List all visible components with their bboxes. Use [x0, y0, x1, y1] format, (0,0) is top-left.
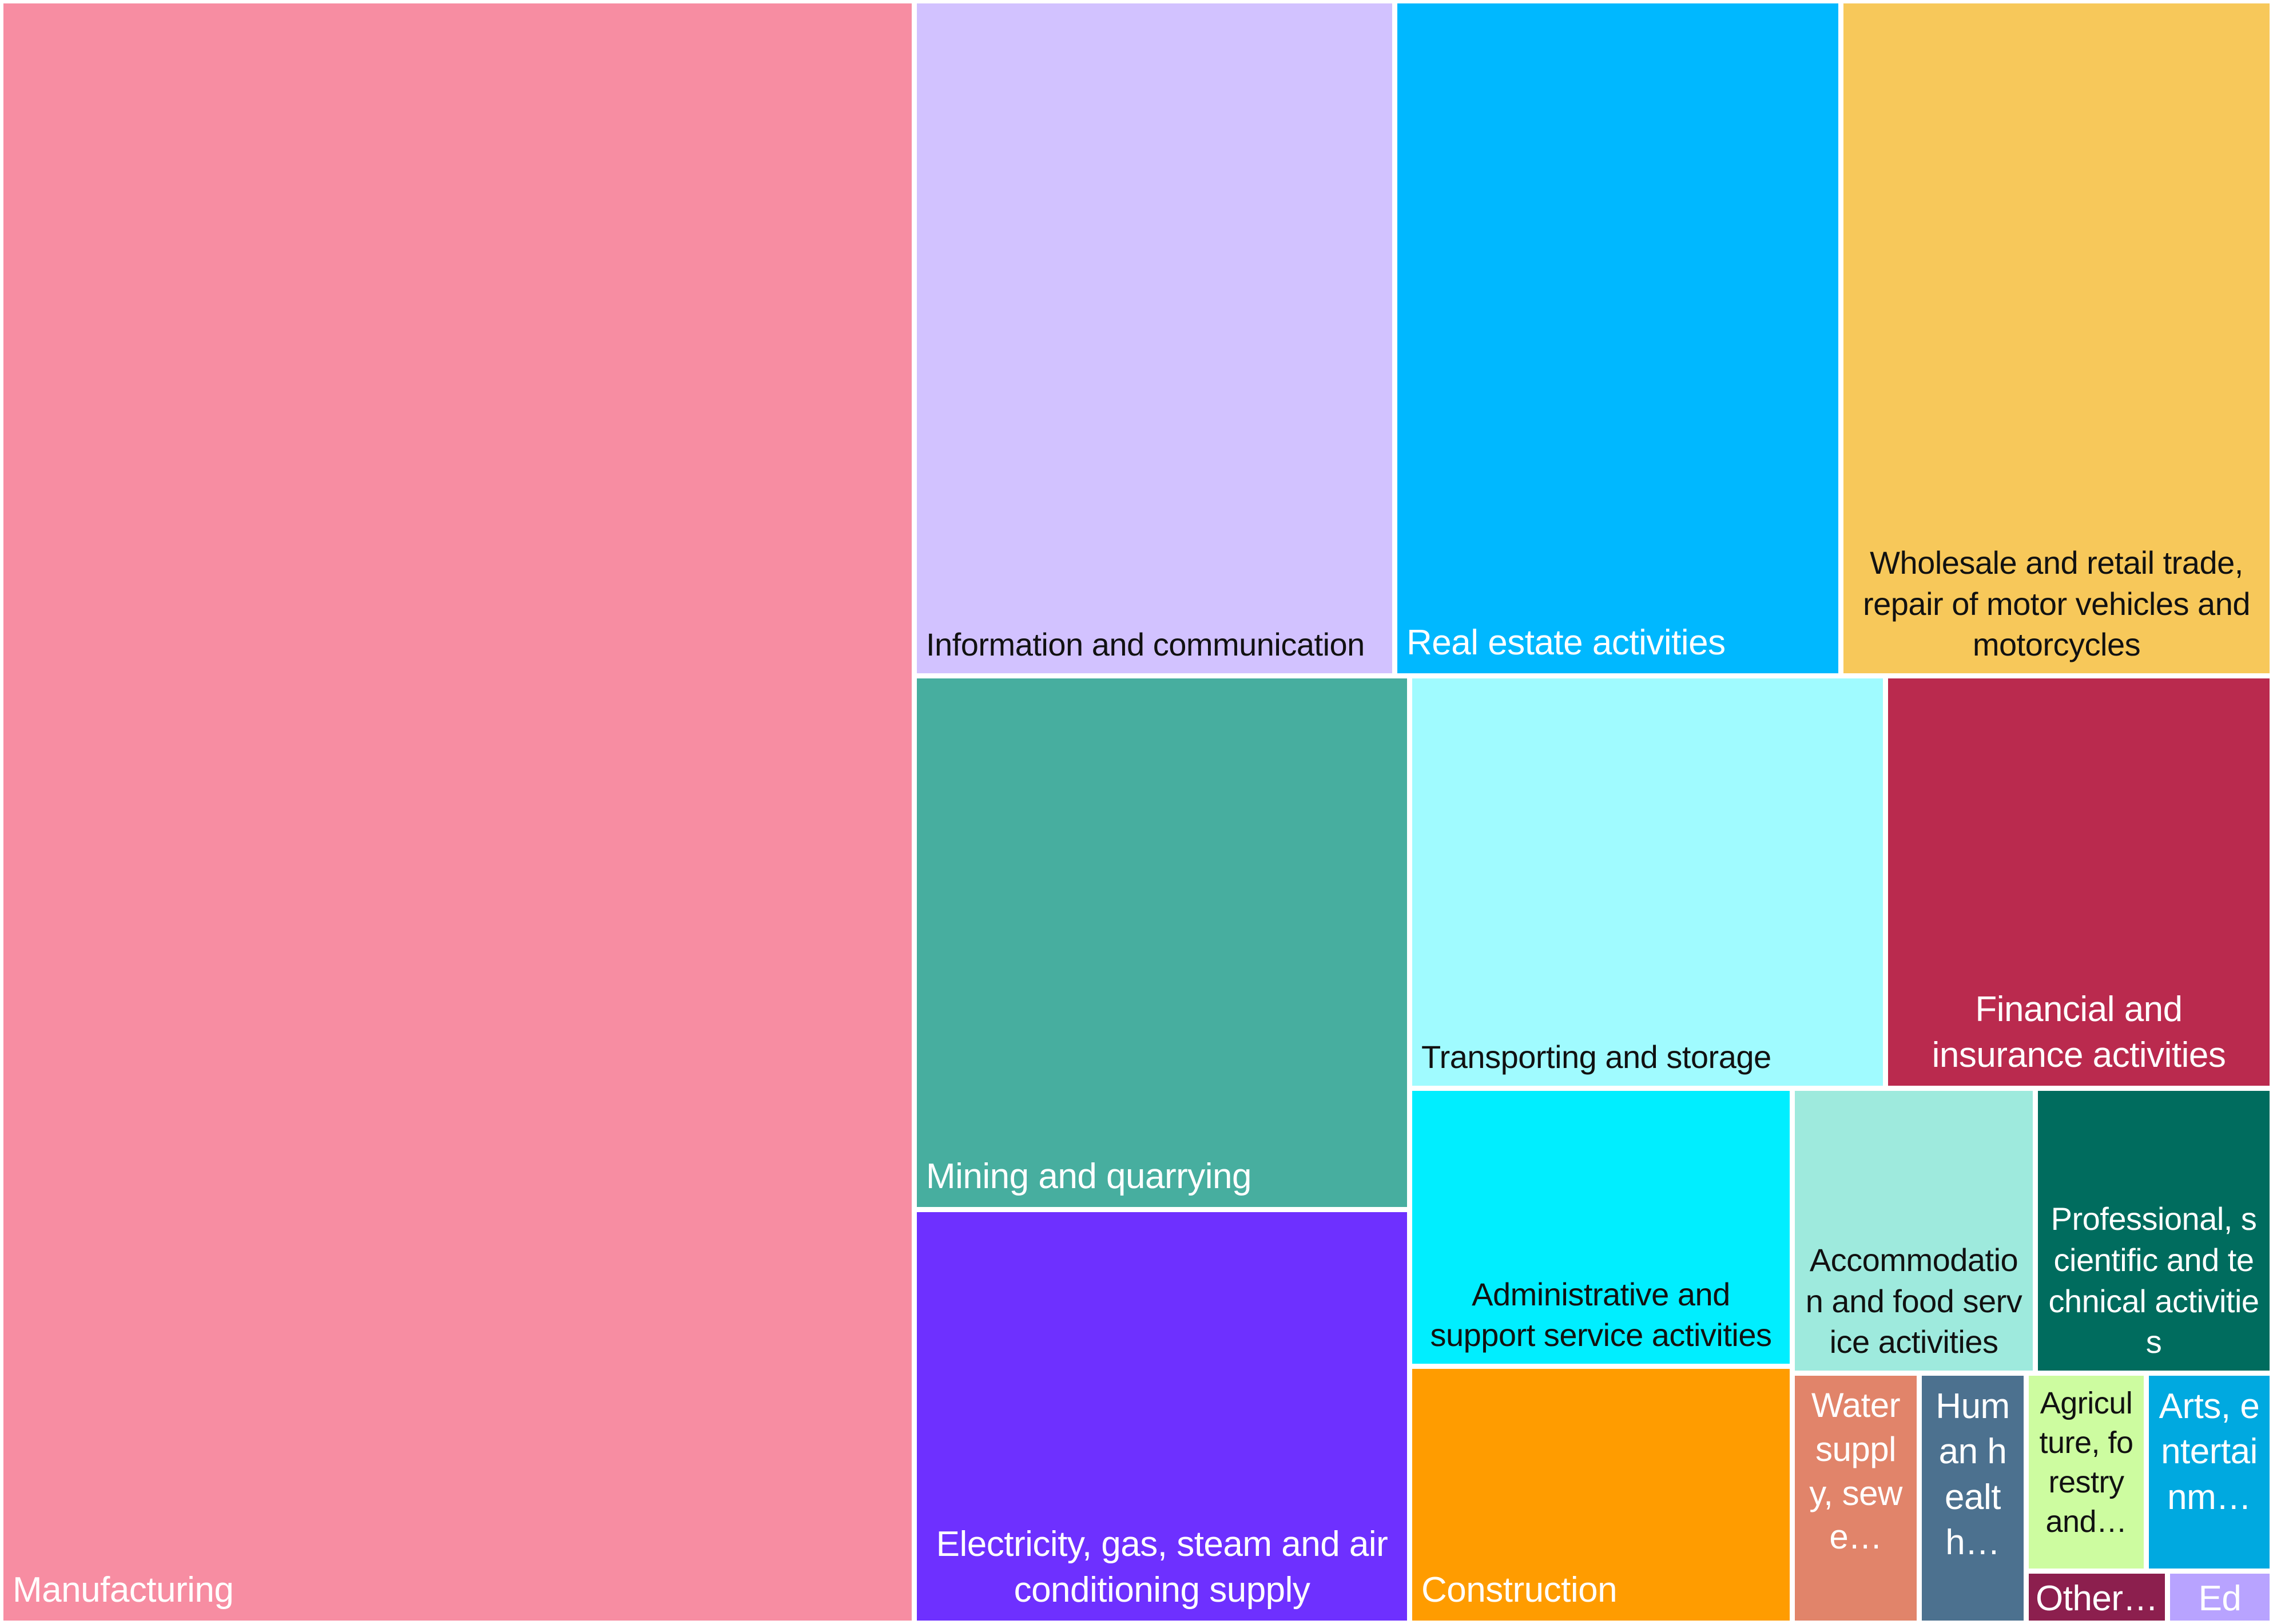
- treemap-tile: Accommodation and food service activitie…: [1791, 1087, 2036, 1374]
- treemap-tile: Real estate activities: [1394, 0, 1842, 677]
- treemap-tile: Electricity, gas, steam and air conditio…: [913, 1209, 1410, 1624]
- treemap-tile-label: Professional, scientific and technical a…: [2048, 1201, 2259, 1360]
- treemap-tile: Agriculture, forestry and…: [2025, 1372, 2147, 1572]
- treemap-tile: Transporting and storage: [1409, 675, 1886, 1089]
- treemap-tile-label: Other…: [2035, 1579, 2159, 1618]
- treemap-tile-label: Manufacturing: [13, 1570, 234, 1610]
- treemap-tile: Wholesale and retail trade, repair of mo…: [1840, 0, 2273, 677]
- treemap-tile-label: Agriculture, forestry and…: [2039, 1386, 2133, 1539]
- treemap-tile-label: Electricity, gas, steam and air conditio…: [936, 1524, 1388, 1610]
- treemap-tile-label: Real estate activities: [1406, 622, 1726, 662]
- treemap-tile: Edu…: [2167, 1570, 2273, 1624]
- treemap-tile: Administrative and support service activ…: [1409, 1087, 1793, 1367]
- treemap-tile-label: Wholesale and retail trade, repair of mo…: [1862, 544, 2251, 663]
- treemap-tile-label: Arts, entertainm…: [2159, 1387, 2260, 1517]
- treemap-tile-label: Transporting and storage: [1421, 1039, 1771, 1075]
- treemap-tile: Financial and insurance activities: [1885, 675, 2273, 1089]
- treemap-tile-label: Human health…: [1936, 1387, 2010, 1563]
- treemap-tile-label: Water supply, sewe…: [1809, 1386, 1902, 1557]
- treemap-tile: Human health…: [1918, 1372, 2027, 1624]
- treemap-tile-label: Administrative and support service activ…: [1430, 1276, 1772, 1353]
- treemap-tile: Other…: [2025, 1570, 2168, 1624]
- treemap-tile-label: Mining and quarrying: [926, 1156, 1252, 1196]
- treemap-tile: Construction: [1409, 1365, 1793, 1624]
- treemap-tile-label: Information and communication: [926, 626, 1365, 663]
- treemap-tile: Professional, scientific and technical a…: [2034, 1087, 2273, 1374]
- treemap-tile-label: Edu…: [2198, 1579, 2242, 1618]
- treemap-tile-label: Accommodation and food service activitie…: [1805, 1241, 2022, 1360]
- treemap-tile: Arts, entertainm…: [2145, 1372, 2273, 1572]
- treemap-tile: Manufacturing: [0, 0, 915, 1624]
- treemap-tile: Water supply, sewe…: [1791, 1372, 1920, 1624]
- treemap-tile: Information and communication: [913, 0, 1396, 677]
- treemap-tile-label: Construction: [1421, 1570, 1618, 1610]
- treemap-tile: Mining and quarrying: [913, 675, 1410, 1210]
- treemap-tile-label: Financial and insurance activities: [1932, 990, 2226, 1075]
